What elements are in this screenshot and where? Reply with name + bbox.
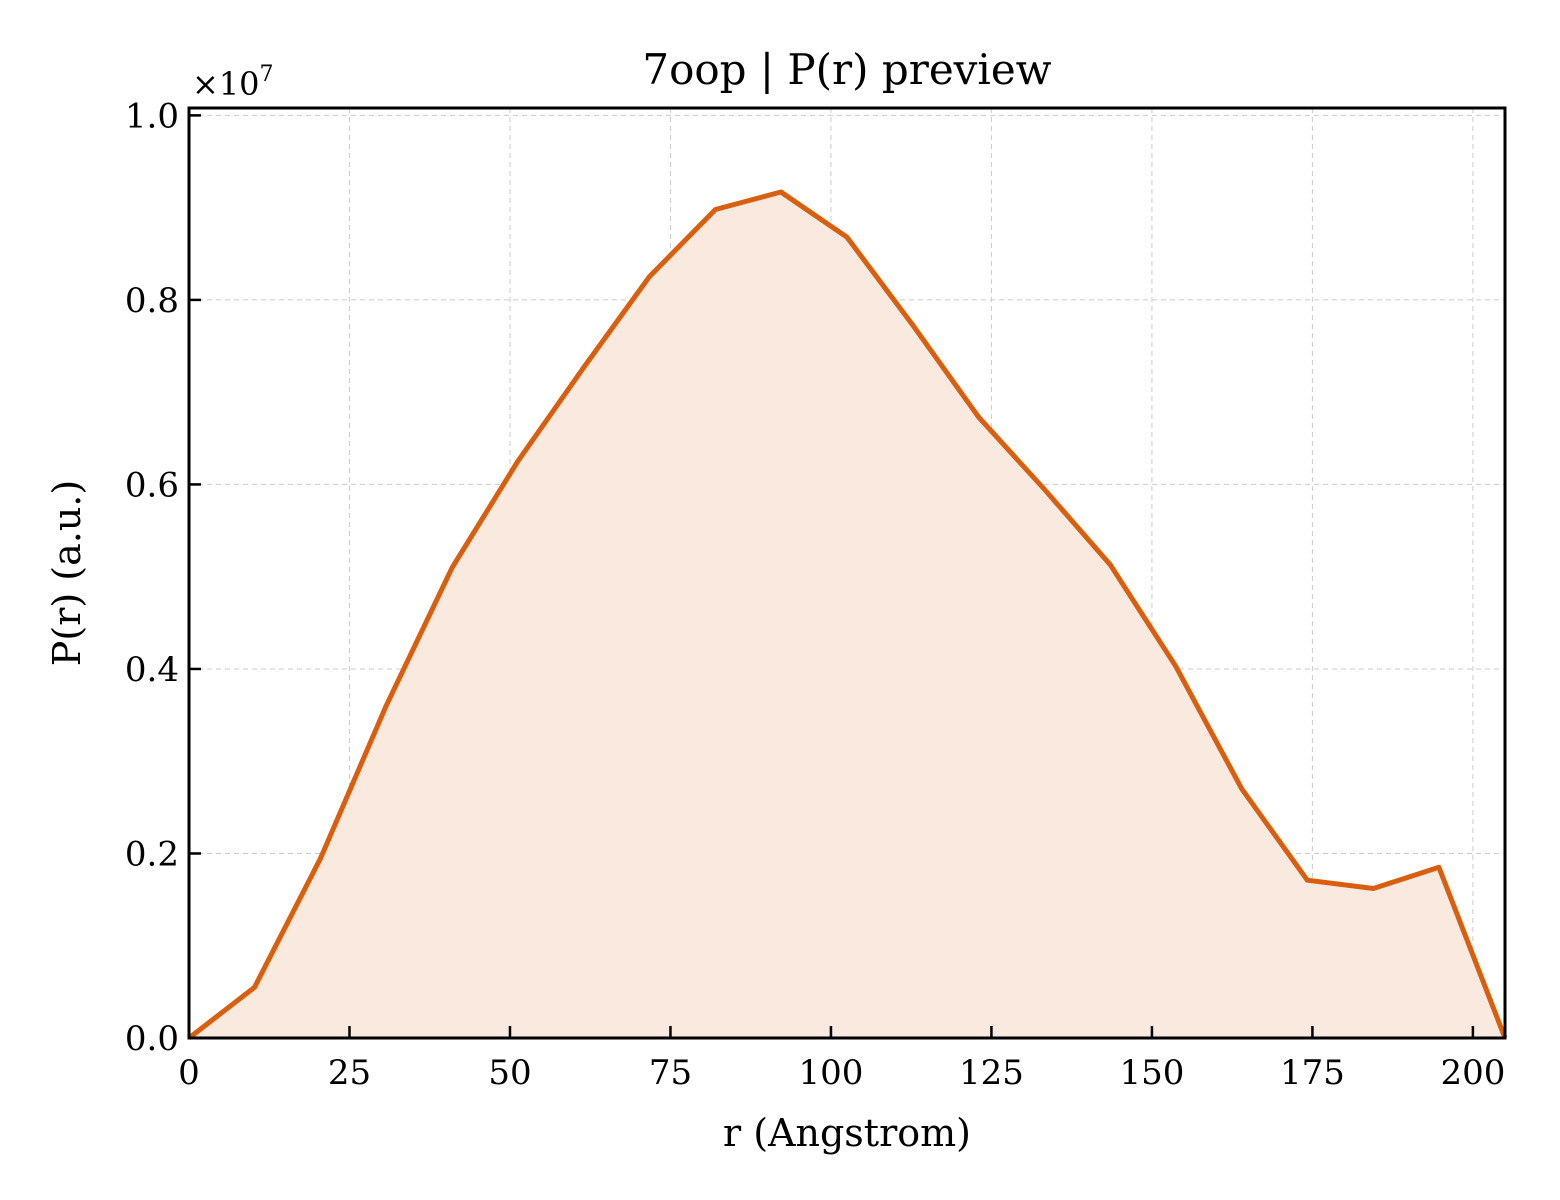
y-tick-label: 0.0 (125, 1019, 179, 1059)
plot-frame (187, 106, 1507, 1040)
data-point (846, 236, 848, 238)
data-point (1306, 879, 1308, 881)
y-tick-label: 0.2 (125, 834, 179, 874)
data-point (648, 276, 650, 278)
area-layer (189, 192, 1505, 1038)
x-tick-label: 50 (488, 1053, 531, 1093)
x-axis-ticks: 0 25 50 75 100 125 150 175 200 (178, 1026, 1505, 1093)
series-area-fill (189, 192, 1505, 1038)
x-axis-label: r (Angstrom) (723, 1111, 971, 1155)
data-point (385, 705, 387, 707)
y-tick-label: 0.6 (125, 465, 179, 505)
x-tick-label: 75 (649, 1053, 692, 1093)
x-tick-label: 200 (1440, 1053, 1505, 1093)
x-tick-label: 175 (1280, 1053, 1345, 1093)
data-point (1241, 788, 1243, 790)
data-point (714, 209, 716, 210)
x-tick-label: 125 (959, 1053, 1024, 1093)
y-tick-label: 0.8 (125, 281, 179, 321)
data-point (320, 857, 322, 859)
data-point (451, 567, 453, 568)
data-point (1175, 665, 1177, 667)
data-point (978, 416, 980, 418)
y-axis-ticks: 0.0 0.2 0.4 0.6 0.8 1.0 (125, 96, 201, 1059)
y-tick-label: 1.0 (125, 96, 179, 136)
data-point (1043, 488, 1045, 490)
data-point (583, 366, 585, 368)
y-multiplier-exponent: 7 (260, 62, 274, 87)
y-axis-label: P(r) (a.u.) (45, 480, 89, 666)
data-point (1438, 866, 1440, 868)
data-point (780, 191, 782, 193)
data-point (1372, 888, 1374, 889)
y-axis-multiplier: ×107 (192, 62, 274, 103)
x-tick-label: 0 (178, 1053, 200, 1093)
y-tick-label: 0.4 (125, 650, 179, 690)
chart-title: 7oop | P(r) preview (642, 45, 1051, 94)
data-point (1109, 564, 1111, 566)
x-tick-label: 100 (798, 1053, 863, 1093)
data-point (517, 460, 519, 462)
data-point (254, 986, 255, 988)
y-multiplier-base: ×10 (192, 65, 260, 103)
data-point (912, 324, 913, 326)
x-tick-label: 150 (1119, 1053, 1184, 1093)
x-tick-label: 25 (328, 1053, 371, 1093)
